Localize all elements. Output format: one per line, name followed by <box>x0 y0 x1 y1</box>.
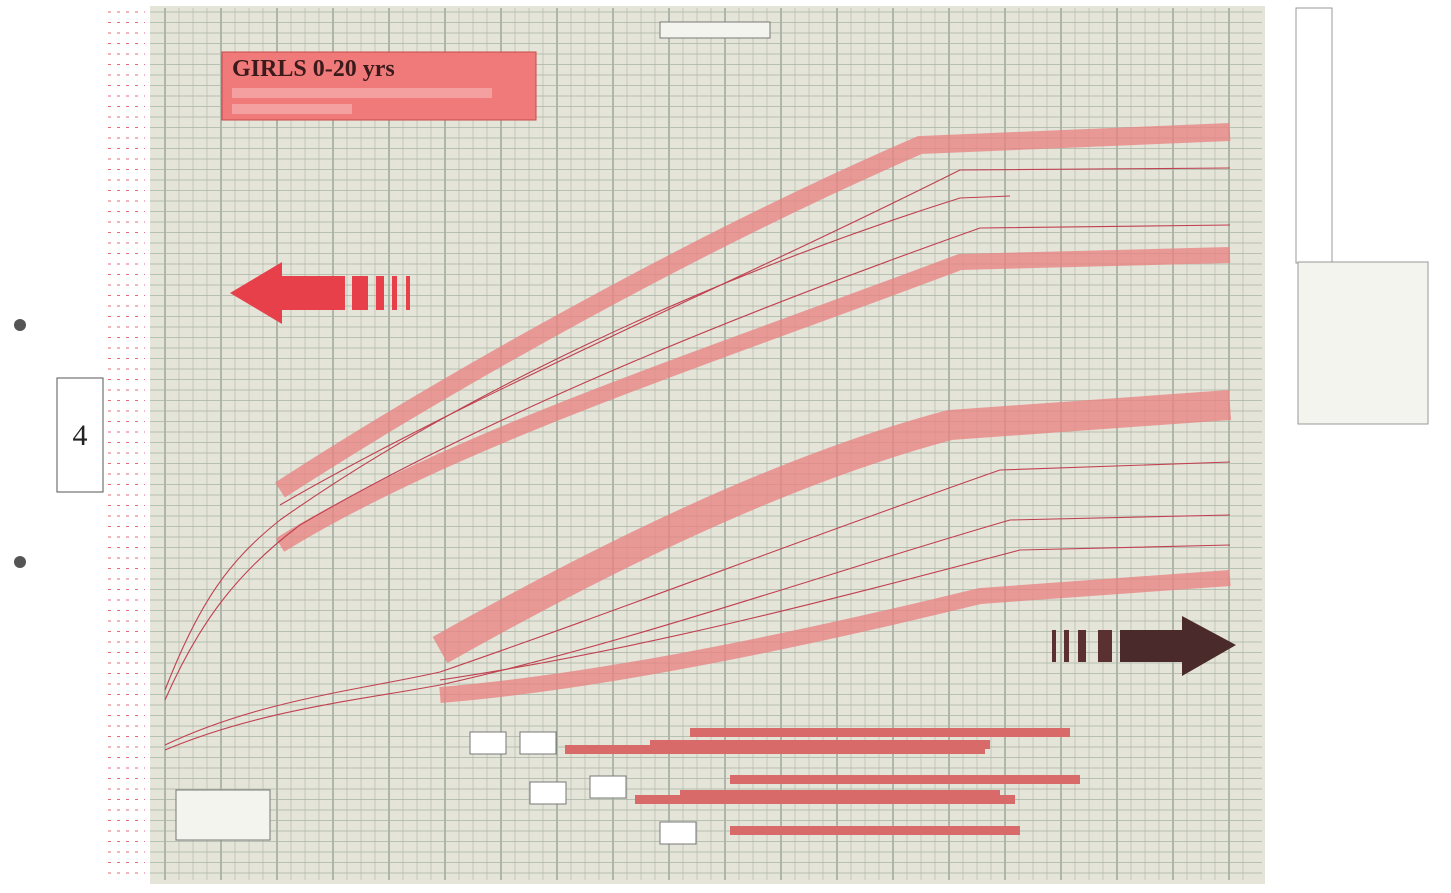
header-box <box>660 22 770 38</box>
stage-label-box <box>590 776 626 798</box>
stage-bar <box>730 775 1080 784</box>
stage-label-box <box>520 732 556 754</box>
stage-label-box <box>470 732 506 754</box>
stage-label-box <box>530 782 566 804</box>
stage-bar <box>565 745 985 754</box>
growth-chart-page: GIRLS 0-20 yrs 4 <box>0 0 1451 893</box>
stage-bar <box>680 790 1000 799</box>
stage-bar <box>690 728 1070 737</box>
legend-panel <box>1298 262 1428 424</box>
title: GIRLS 0-20 yrs <box>232 56 395 82</box>
title-field <box>232 88 492 98</box>
stage-bar <box>730 826 1020 835</box>
notes-panel <box>1290 452 1445 857</box>
title-field <box>232 104 352 114</box>
binder-hole <box>14 319 26 331</box>
stage-label-box <box>660 822 696 844</box>
note-box <box>176 790 270 840</box>
side-panel <box>1296 8 1332 263</box>
binder-hole <box>14 556 26 568</box>
page-number: 4 <box>73 419 88 452</box>
